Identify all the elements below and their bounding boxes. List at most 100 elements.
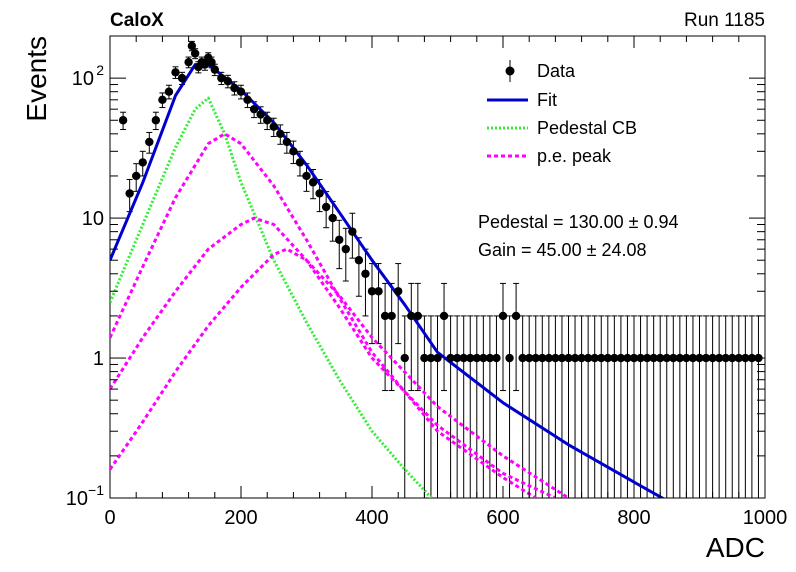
data-point — [207, 57, 216, 67]
pe-peak-curve-2 — [110, 216, 557, 498]
legend-label-fit: Fit — [537, 90, 557, 110]
data-point — [210, 65, 219, 74]
data-point — [354, 256, 364, 265]
legend-label-pedestal: Pedestal CB — [537, 118, 637, 138]
data-point — [426, 353, 436, 363]
data-point — [492, 353, 501, 363]
x-tick-label: 200 — [224, 507, 257, 529]
data-point — [236, 87, 246, 96]
data-point — [610, 353, 619, 363]
data-point — [308, 178, 318, 187]
y-axis-title: Events — [21, 36, 52, 122]
y-tick-exponent: −1 — [88, 482, 104, 498]
x-tick-label: 400 — [355, 507, 388, 529]
pe-peak-curve-1 — [110, 132, 537, 498]
data-point — [714, 353, 724, 363]
data-point — [158, 95, 167, 105]
annotation-pedestal: Pedestal = 130.00 ± 0.94 — [478, 212, 679, 232]
data-point — [656, 353, 665, 363]
data-point — [138, 158, 147, 167]
data-point — [230, 83, 239, 93]
data-point — [439, 311, 449, 321]
data-point — [125, 189, 134, 198]
y-tick-exponent: 2 — [96, 62, 104, 78]
data-point — [118, 116, 128, 125]
data-point — [321, 202, 331, 212]
y-tick-label: 1 — [93, 348, 104, 370]
data-point — [675, 353, 685, 363]
data-point — [662, 353, 671, 363]
data-point — [263, 116, 272, 125]
data-point — [472, 353, 481, 363]
data-point — [498, 311, 508, 321]
y-tick-label: 10 — [72, 68, 94, 90]
data-point — [452, 353, 462, 363]
data-point — [544, 353, 554, 363]
x-axis-title: ADC — [706, 532, 765, 563]
data-point — [341, 244, 350, 254]
data-point — [446, 353, 455, 363]
data-point — [583, 353, 593, 363]
data-point — [728, 353, 737, 363]
data-point — [269, 122, 278, 131]
data-point — [682, 353, 691, 363]
data-point — [295, 158, 305, 167]
data-point — [636, 353, 645, 363]
annotation-gain: Gain = 45.00 ± 24.08 — [478, 240, 647, 260]
data-point — [315, 189, 324, 198]
data-point — [479, 353, 488, 363]
data-point — [570, 353, 580, 363]
data-point — [505, 353, 514, 363]
legend-label-pe-peak: p.e. peak — [537, 146, 612, 166]
legend-entry-pedestal: Pedestal CB — [487, 118, 637, 138]
data-point — [151, 116, 161, 125]
pedestal-cb-curve — [110, 96, 434, 498]
data-point — [695, 353, 704, 363]
header-right-label: Run 1185 — [684, 10, 765, 31]
data-point — [577, 353, 586, 363]
data-point — [374, 287, 383, 296]
data-point — [249, 104, 259, 114]
data-point — [187, 41, 197, 51]
data-point — [649, 353, 658, 363]
data-point — [361, 269, 370, 278]
data-point — [380, 311, 390, 321]
data-point — [538, 353, 547, 363]
data-point — [243, 95, 252, 105]
x-tick-label: 600 — [486, 507, 519, 529]
legend-data-marker — [505, 66, 515, 76]
data-point — [335, 235, 344, 244]
data-point — [564, 353, 573, 363]
data-point — [413, 311, 423, 321]
legend-entry-pe-peak: p.e. peak — [487, 146, 612, 166]
y-tick-label: 10 — [82, 208, 104, 230]
x-tick-label: 800 — [617, 507, 650, 529]
header-left-label: CaloX — [110, 10, 164, 31]
data-point — [190, 49, 200, 58]
data-point — [511, 311, 521, 321]
data-point — [708, 353, 717, 363]
y-tick-label: 10 — [66, 488, 88, 510]
data-point — [184, 57, 193, 67]
data-point — [132, 171, 141, 181]
legend: Data Fit Pedestal CB p.e. peak — [487, 60, 637, 166]
data-point — [394, 287, 403, 296]
data-point — [407, 311, 416, 321]
data-point — [688, 353, 698, 363]
x-tick-label: 0 — [104, 507, 115, 529]
data-point — [597, 353, 606, 363]
data-point — [282, 137, 292, 147]
data-point — [223, 77, 233, 86]
data-point — [551, 353, 560, 363]
data-point — [531, 353, 540, 363]
data-point — [420, 353, 429, 363]
data-point — [466, 353, 475, 363]
data-point — [171, 68, 180, 77]
data-point — [590, 353, 599, 363]
data-point — [734, 353, 743, 363]
data-point — [721, 353, 730, 363]
data-point — [145, 137, 154, 147]
data-point — [200, 60, 210, 69]
data-point — [701, 353, 711, 363]
